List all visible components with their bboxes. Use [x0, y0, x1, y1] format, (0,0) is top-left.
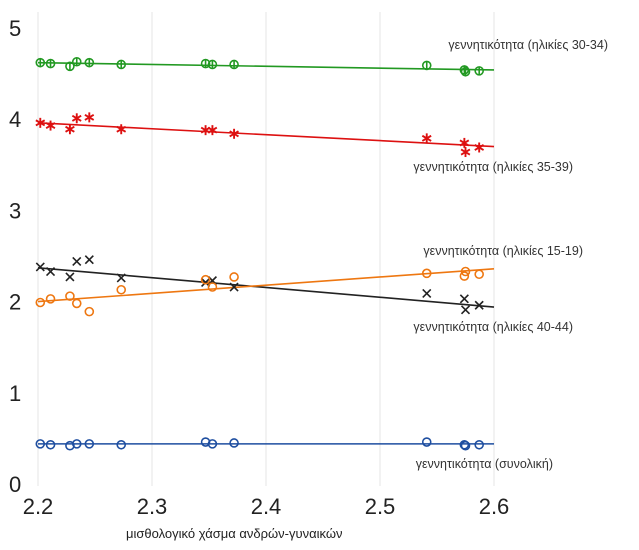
data-point [71, 439, 82, 449]
data-point [474, 300, 484, 310]
y-tick-label: 0 [9, 472, 21, 497]
y-tick-label: 3 [9, 198, 21, 223]
data-point [229, 282, 239, 292]
data-point [474, 439, 484, 450]
data-point [207, 282, 218, 292]
x-tick-label: 2.4 [251, 494, 282, 519]
data-points [35, 56, 485, 451]
data-point [474, 142, 485, 153]
data-point [35, 57, 46, 68]
data-point [35, 262, 45, 272]
x-tick-label: 2.2 [23, 494, 54, 519]
trend-line-2 [37, 267, 495, 308]
data-point [35, 297, 46, 308]
data-point [116, 439, 127, 450]
data-point [474, 66, 484, 76]
gridlines [37, 12, 495, 486]
data-point [422, 288, 432, 298]
data-point [65, 272, 75, 282]
data-point [116, 124, 127, 135]
y-tick-label: 5 [9, 16, 21, 41]
data-point [45, 58, 56, 69]
data-point [71, 298, 82, 309]
y-tick-label: 4 [9, 107, 21, 132]
data-point [116, 273, 126, 283]
data-point [200, 125, 211, 136]
data-point [229, 128, 239, 139]
data-point [84, 306, 95, 317]
data-point [84, 112, 95, 123]
data-point [460, 305, 471, 315]
trend-line-3 [37, 267, 495, 303]
data-point [460, 66, 471, 77]
data-point [207, 439, 218, 449]
data-point [459, 294, 469, 304]
data-point [71, 56, 82, 67]
data-point [65, 124, 75, 135]
data-point [45, 120, 56, 131]
trend-lines [37, 61, 495, 445]
data-point [200, 58, 211, 69]
data-point [421, 437, 432, 447]
data-point [229, 59, 239, 70]
data-point [45, 294, 56, 304]
data-point [200, 274, 211, 285]
series-label-1: γεννητικότητα (ηλικίες 35-39) [413, 160, 573, 174]
data-point [45, 439, 56, 450]
data-point [84, 57, 95, 68]
data-point [474, 269, 484, 280]
data-point [116, 59, 127, 70]
y-tick-label: 1 [9, 381, 21, 406]
x-tick-label: 2.5 [365, 494, 396, 519]
series-labels: γεννητικότητα (ηλικίες 30-34) γεννητικότη… [413, 38, 608, 471]
data-point [84, 255, 94, 265]
data-point [229, 438, 239, 448]
data-point [421, 133, 432, 144]
data-point [459, 271, 470, 281]
data-point [45, 266, 56, 277]
data-point [116, 284, 127, 295]
data-point [35, 439, 46, 449]
x-axis-label: μισθολογικό χάσμα ανδρών-γυναικών [126, 526, 342, 541]
data-point [84, 439, 95, 449]
data-point [65, 291, 75, 301]
data-point [207, 125, 218, 136]
data-point [71, 113, 82, 124]
series-label-0: γεννητικότητα (ηλικίες 30-34) [448, 38, 608, 52]
trend-line-0 [37, 61, 495, 71]
data-point [459, 137, 470, 148]
data-point [229, 272, 239, 282]
series-label-4: γεννητικότητα (συνολική) [416, 457, 553, 471]
data-point [421, 268, 432, 279]
x-tick-label: 2.6 [479, 494, 510, 519]
trend-line-1 [37, 122, 495, 148]
x-tick-label: 2.3 [137, 494, 168, 519]
data-point [65, 61, 75, 72]
data-point [460, 440, 471, 451]
x-axis-ticks: 2.2 2.3 2.4 2.5 2.6 [23, 494, 510, 519]
data-point [460, 266, 471, 277]
series-label-2: γεννητικότητα (ηλικίες 40-44) [413, 320, 573, 334]
data-point [35, 117, 46, 128]
data-point [460, 147, 471, 158]
series-label-3: γεννητικότητα (ηλικίες 15-19) [423, 244, 583, 258]
y-axis-ticks: 0 1 2 3 4 5 [9, 16, 21, 497]
data-point [421, 60, 432, 71]
y-tick-label: 2 [9, 290, 21, 315]
data-point [72, 256, 82, 267]
data-point [207, 59, 218, 70]
